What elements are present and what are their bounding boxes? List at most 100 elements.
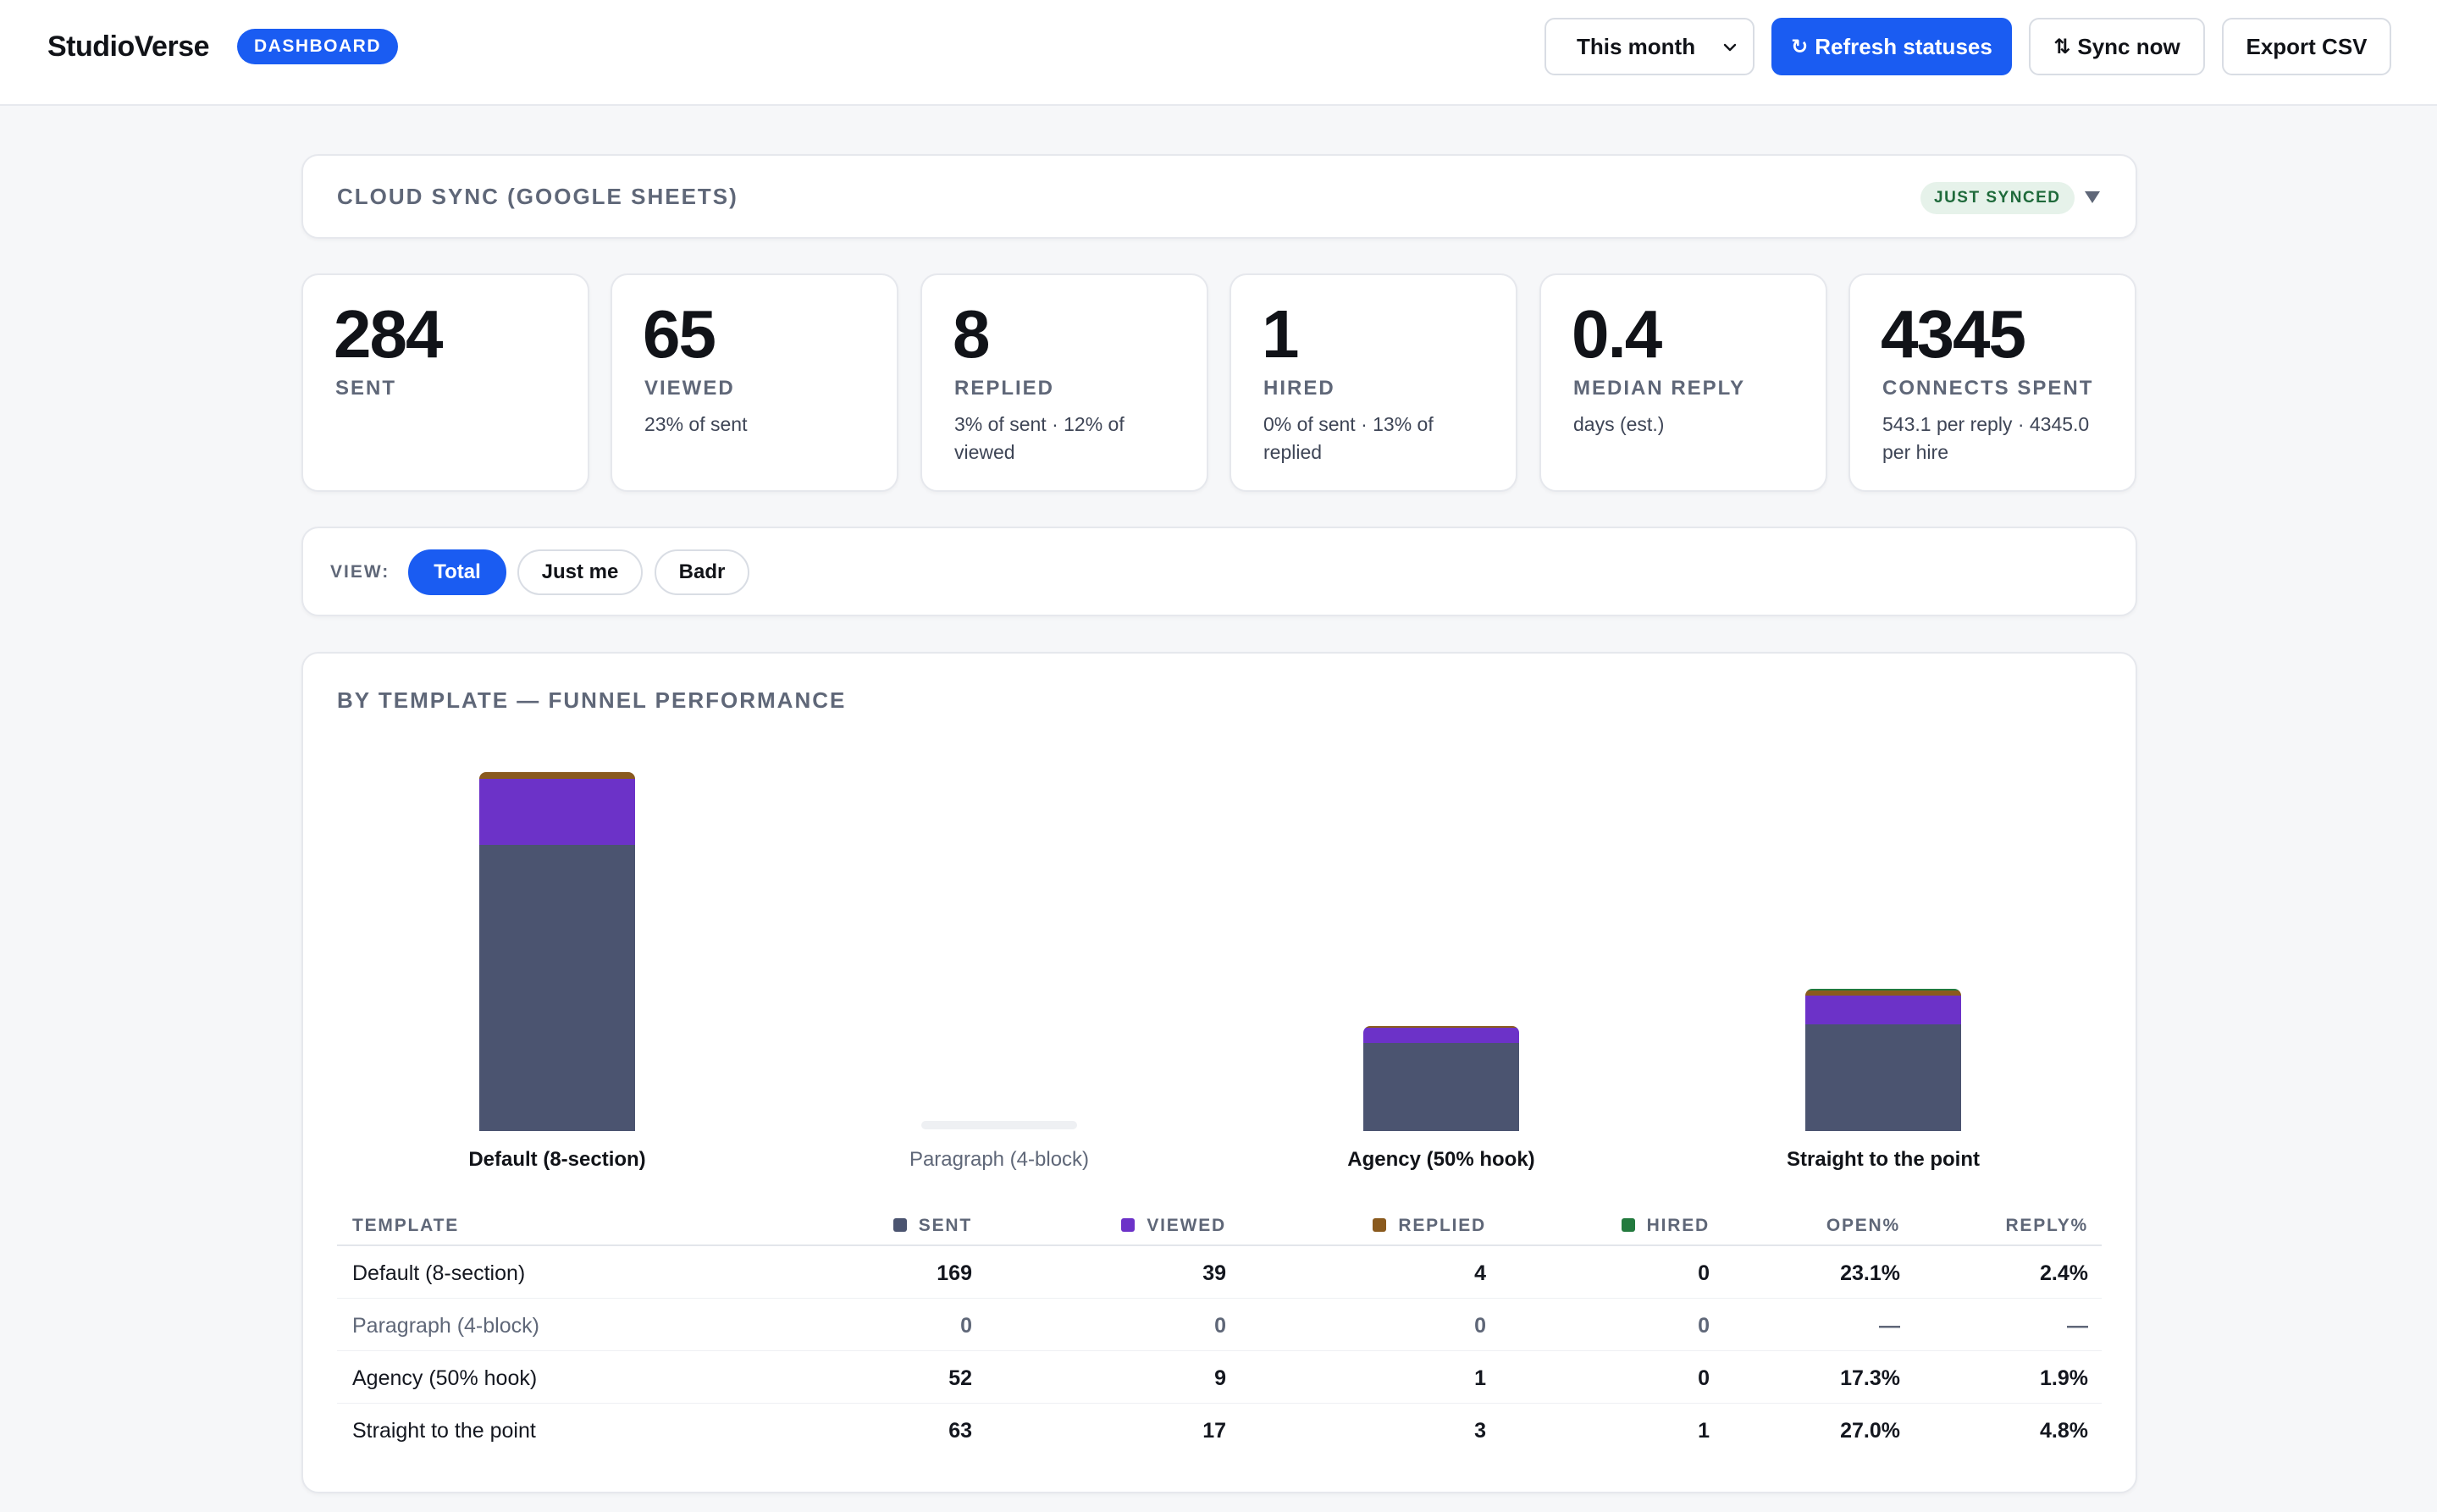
cell-open-rate: — (1879, 1314, 1900, 1338)
stat-label: SENT (335, 377, 397, 400)
bar-segment-viewed (1805, 996, 1961, 1024)
dashboard-badge: DASHBOARD (237, 29, 398, 64)
app-title: StudioVerse (47, 30, 210, 63)
cloud-sync-title: CLOUD SYNC (GOOGLE SHEETS) (337, 184, 738, 209)
table-row[interactable]: Straight to the point 63 17 3 1 27.0% 4.… (337, 1404, 2102, 1456)
refresh-statuses-button[interactable]: ↻ Refresh statuses (1771, 18, 2012, 75)
funnel-performance-panel: BY TEMPLATE — FUNNEL PERFORMANCE Default… (301, 652, 2137, 1493)
stat-subtext: 543.1 per reply · 4345.0 per hire (1882, 413, 2090, 463)
stat-label: VIEWED (644, 377, 735, 400)
bar-segment-sent (1363, 1043, 1519, 1131)
table-row[interactable]: Paragraph (4-block) 0 0 0 0 — — (337, 1299, 2102, 1351)
cell-template: Agency (50% hook) (352, 1366, 538, 1390)
period-select[interactable]: This month (1545, 18, 1755, 75)
stat-value: 1 (1262, 296, 1299, 372)
funnel-bar-group[interactable]: Straight to the point (1787, 989, 1980, 1171)
cell-open-rate: 23.1% (1840, 1261, 1900, 1285)
table-row[interactable]: Agency (50% hook) 52 9 1 0 17.3% 1.9% (337, 1351, 2102, 1404)
cell-hired: 0 (1698, 1314, 1710, 1338)
export-csv-label: Export CSV (2246, 33, 2368, 59)
cell-replied: 0 (1474, 1314, 1486, 1338)
cell-sent: 63 (948, 1419, 972, 1443)
top-bar: StudioVerse DASHBOARD This month ↻ Refre… (0, 0, 2437, 106)
stat-subtext: 0% of sent · 13% of replied (1263, 413, 1434, 463)
sync-now-button[interactable]: ⇅ Sync now (2029, 18, 2205, 75)
chevron-down-icon (1723, 43, 1737, 52)
bar-segment-sent (1805, 1024, 1961, 1131)
bar-segment-sent (479, 845, 635, 1131)
table-header: TEMPLATE SENT VIEWED REPLIED HIRED OPEN%… (337, 1209, 2102, 1246)
refresh-icon: ↻ (1791, 35, 1809, 58)
bar-category-label: Default (8-section) (468, 1148, 645, 1171)
cell-viewed: 39 (1202, 1261, 1226, 1285)
cell-reply-rate: 1.9% (2040, 1366, 2088, 1390)
replied-swatch (1373, 1218, 1387, 1232)
sent-swatch (892, 1218, 907, 1232)
stat-card-viewed: 65 VIEWED 23% of sent (611, 273, 898, 492)
export-csv-button[interactable]: Export CSV (2222, 18, 2391, 75)
funnel-chart-title: BY TEMPLATE — FUNNEL PERFORMANCE (337, 687, 847, 713)
funnel-table: TEMPLATE SENT VIEWED REPLIED HIRED OPEN%… (337, 1209, 2102, 1456)
bar-category-label: Agency (50% hook) (1347, 1148, 1534, 1171)
cell-viewed: 17 (1202, 1419, 1226, 1443)
table-row[interactable]: Default (8-section) 169 39 4 0 23.1% 2.4… (337, 1246, 2102, 1299)
stat-value: 4345 (1881, 296, 2026, 372)
sync-arrows-icon: ⇅ (2053, 35, 2071, 58)
header-template: TEMPLATE (352, 1216, 460, 1235)
sync-now-label: Sync now (2077, 33, 2180, 59)
cell-hired: 0 (1698, 1366, 1710, 1390)
hired-swatch (1621, 1218, 1635, 1232)
stat-label: CONNECTS SPENT (1882, 377, 2094, 400)
cell-hired: 1 (1698, 1419, 1710, 1443)
cell-replied: 4 (1474, 1261, 1486, 1285)
cloud-sync-panel[interactable]: CLOUD SYNC (GOOGLE SHEETS) JUST SYNCED (301, 154, 2137, 239)
bar-segment-viewed (1363, 1028, 1519, 1043)
cell-replied: 3 (1474, 1419, 1486, 1443)
cell-hired: 0 (1698, 1261, 1710, 1285)
stat-subtext: 23% of sent (644, 413, 748, 435)
stat-value: 65 (643, 296, 716, 372)
stat-card-replied: 8 REPLIED 3% of sent · 12% of viewed (920, 273, 1208, 492)
funnel-bar-group[interactable]: Agency (50% hook) (1347, 1026, 1535, 1171)
refresh-statuses-label: Refresh statuses (1815, 33, 1992, 59)
cell-viewed: 0 (1214, 1314, 1226, 1338)
stat-card-median-reply: 0.4 MEDIAN REPLY days (est.) (1539, 273, 1827, 492)
cell-sent: 52 (948, 1366, 972, 1390)
funnel-bar-group[interactable]: Paragraph (4-block) (909, 1121, 1089, 1171)
stat-card-sent: 284 SENT (301, 273, 589, 492)
view-option-just-me[interactable]: Just me (517, 549, 643, 595)
header-open-rate: OPEN% (1826, 1216, 1900, 1235)
view-label: VIEW: (330, 562, 390, 582)
stat-label: MEDIAN REPLY (1573, 377, 1746, 400)
cell-template: Default (8-section) (352, 1261, 526, 1285)
cell-reply-rate: 2.4% (2040, 1261, 2088, 1285)
header-reply-rate: REPLY% (2005, 1216, 2088, 1235)
cell-replied: 1 (1474, 1366, 1486, 1390)
cell-open-rate: 17.3% (1840, 1366, 1900, 1390)
cell-sent: 169 (937, 1261, 972, 1285)
bar-segment-hired (1805, 989, 1961, 991)
funnel-bar-group[interactable]: Default (8-section) (468, 772, 646, 1171)
stat-card-hired: 1 HIRED 0% of sent · 13% of replied (1230, 273, 1517, 492)
cell-reply-rate: — (2067, 1314, 2088, 1338)
view-option-total[interactable]: Total (408, 549, 506, 595)
period-select-value: This month (1577, 33, 1696, 59)
view-option-badr[interactable]: Badr (655, 549, 749, 595)
view-filter: VIEW: Total Just me Badr (301, 527, 2137, 616)
cell-sent: 0 (960, 1314, 972, 1338)
bar-category-label: Straight to the point (1787, 1148, 1980, 1171)
bar-empty-placeholder (921, 1121, 1077, 1129)
cell-viewed: 9 (1214, 1366, 1226, 1390)
stat-subtext: 3% of sent · 12% of viewed (954, 413, 1125, 463)
stat-value: 0.4 (1572, 296, 1662, 372)
cell-open-rate: 27.0% (1840, 1419, 1900, 1443)
cell-template: Straight to the point (352, 1419, 536, 1443)
caret-down-icon[interactable] (2081, 186, 2103, 208)
stat-value: 284 (334, 296, 443, 372)
bar-segment-viewed (479, 779, 635, 845)
bar-segment-replied (479, 772, 635, 779)
cell-reply-rate: 4.8% (2040, 1419, 2088, 1443)
funnel-stacked-bar-chart: Default (8-section) Paragraph (4-block) Ag… (468, 772, 1980, 1171)
header-sent: SENT (892, 1216, 972, 1236)
viewed-swatch (1121, 1218, 1136, 1232)
